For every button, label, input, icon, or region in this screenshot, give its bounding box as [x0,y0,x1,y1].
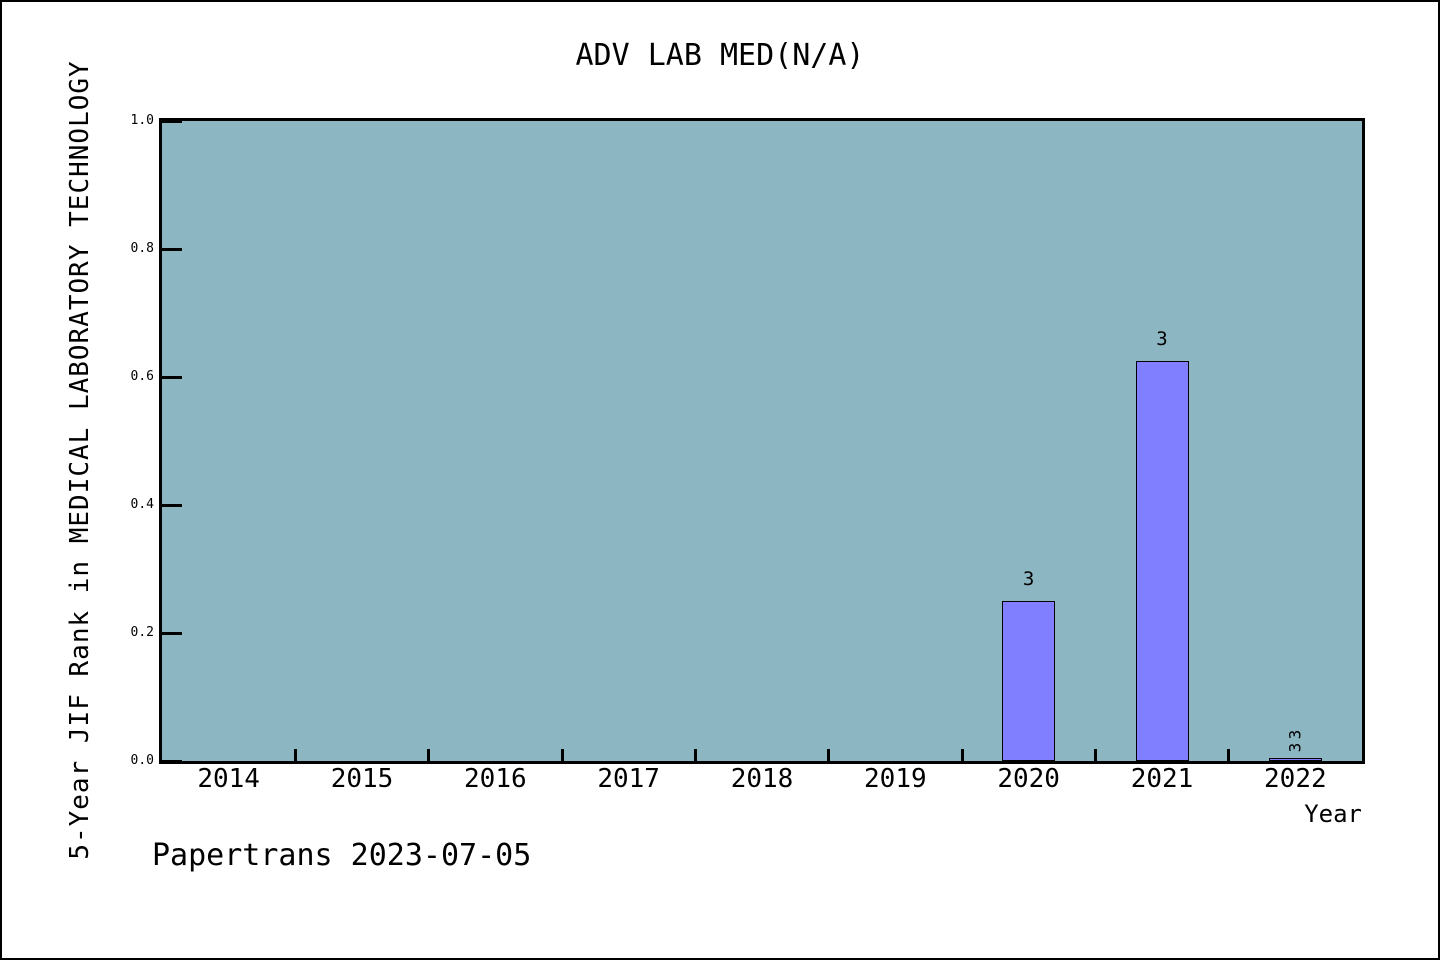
y-axis-tick-label: 0.4 [130,497,154,512]
x-axis-tick-label: 2019 [864,764,927,794]
x-axis-tick [427,749,431,761]
y-axis-label: 5-Year JIF Rank in MEDICAL LABORATORY TE… [65,60,95,860]
x-axis-label: Year [1304,800,1362,828]
chart-title: ADV LAB MED(N/A) [575,38,865,73]
y-axis-tick [162,759,182,763]
y-axis-tick-label: 0.0 [130,753,154,768]
y-axis-tick [162,119,182,123]
y-axis-tick-label: 1.0 [130,113,154,128]
bar-value-label: 3 [1285,729,1305,740]
x-axis-tick [827,749,831,761]
bar-value-label: 3 [1285,742,1305,753]
x-axis-tick [1227,749,1231,761]
footer-text: Papertrans 2023-07-05 [152,838,532,873]
x-axis-tick-label: 2016 [464,764,527,794]
x-axis-tick [293,749,297,761]
bar-value-label: 3 [1022,568,1035,590]
x-axis-tick [560,749,564,761]
bar-2020 [1002,601,1056,761]
x-axis-tick [960,749,964,761]
y-axis-tick-label: 0.8 [130,241,154,256]
x-axis-tick-label: 2022 [1264,764,1327,794]
y-axis-tick [162,247,182,251]
y-axis-tick-label: 0.6 [130,369,154,384]
bar-2021 [1135,361,1189,761]
x-axis-tick-label: 2014 [197,764,260,794]
bar-value-label: 3 [1156,328,1168,350]
x-axis-tick [1093,749,1097,761]
x-axis-tick-label: 2018 [730,764,794,794]
y-axis-tick [162,631,182,635]
y-axis-tick-label: 0.2 [130,625,154,640]
x-axis-tick-label: 2020 [997,764,1060,794]
x-axis-tick [693,749,697,761]
bar-2022 [1268,757,1322,761]
y-axis-tick [162,375,182,379]
x-axis-tick-label: 2021 [1130,764,1194,794]
x-axis-tick-label: 2017 [597,764,660,794]
y-axis-tick [162,503,182,507]
x-axis-tick-label: 2015 [330,764,394,794]
